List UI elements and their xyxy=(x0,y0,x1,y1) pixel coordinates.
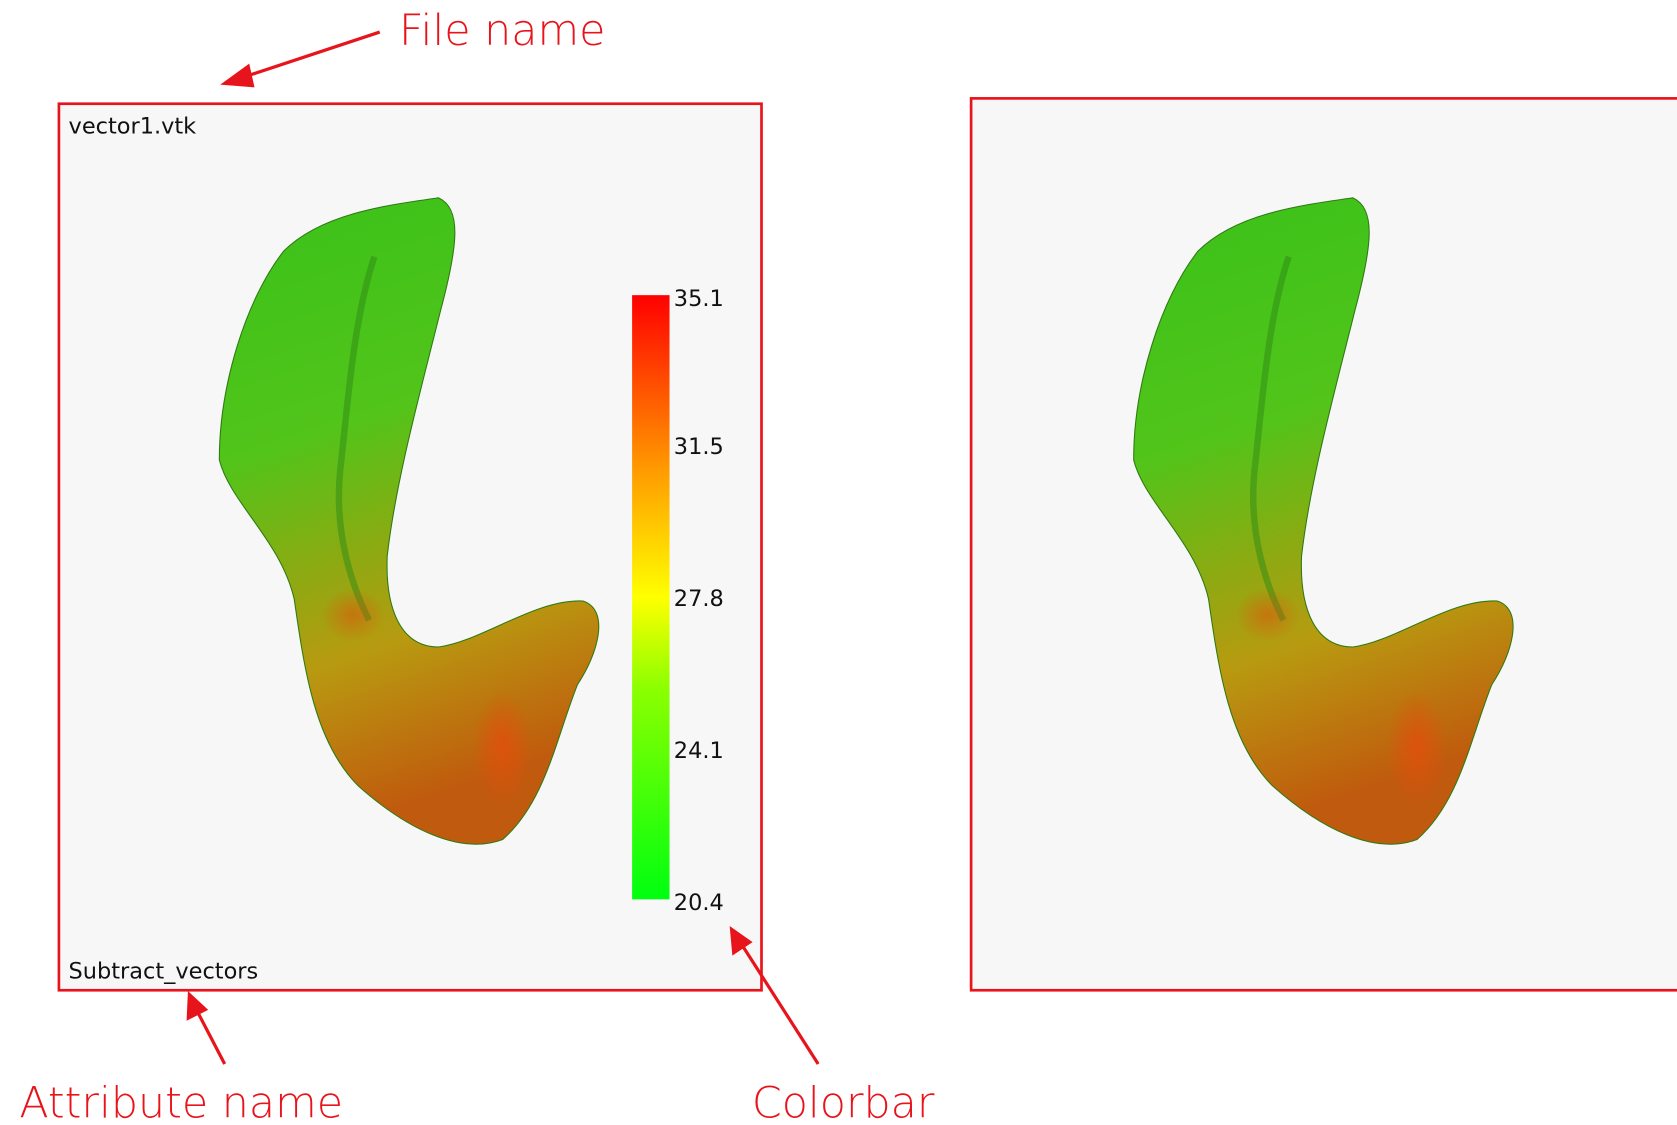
annotation-arrows xyxy=(186,30,820,1065)
arrow-head xyxy=(729,925,753,956)
colorbar-tick-label: 35.1 xyxy=(674,286,724,312)
colorbar xyxy=(632,295,670,900)
attribute-name: Subtract_vectors xyxy=(69,958,259,984)
annotation-colorbar: Colorbar xyxy=(752,1079,935,1125)
arrow xyxy=(740,944,820,1065)
colorbar-tick-label: 27.8 xyxy=(674,586,724,612)
arrow-head xyxy=(220,63,255,88)
annotation-attribute-name: Attribute name xyxy=(19,1079,343,1125)
colorbar-tick-label: 24.1 xyxy=(674,738,724,764)
annotation-file-name: File name xyxy=(399,6,605,56)
arrow-head xyxy=(186,990,209,1021)
colorbar-tick-label: 20.4 xyxy=(674,890,724,916)
colorbar-tick-label: 31.5 xyxy=(674,434,724,460)
file-name: vector1.vtk xyxy=(69,114,197,140)
arrow xyxy=(243,30,381,79)
arrow xyxy=(195,1009,227,1065)
